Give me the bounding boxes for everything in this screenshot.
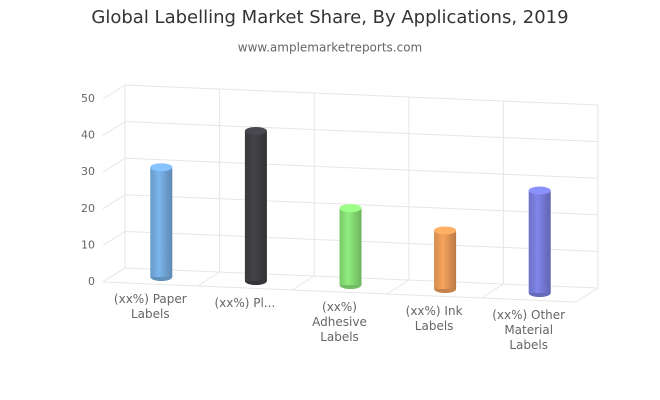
x-tick-label: (xx%) Paper Labels bbox=[113, 292, 187, 321]
chart-subtitle: www.amplemarketreports.com bbox=[238, 41, 422, 55]
grid-line bbox=[124, 157, 599, 179]
chart-title: Global Labelling Market Share, By Applic… bbox=[91, 7, 568, 28]
x-tick-label: (xx%) Pl... bbox=[214, 296, 276, 310]
grid-line bbox=[124, 121, 599, 143]
bar bbox=[339, 204, 362, 289]
y-tick-label: 0 bbox=[88, 275, 95, 288]
grid-line bbox=[124, 194, 599, 216]
bar bbox=[528, 186, 551, 297]
y-tick-label: 10 bbox=[81, 238, 95, 251]
x-tick-label: (xx%) Ink Labels bbox=[405, 304, 463, 333]
bar bbox=[434, 226, 457, 293]
y-tick-label: 30 bbox=[81, 165, 95, 178]
x-tick-label: (xx%) Other Material Labels bbox=[492, 308, 566, 352]
y-tick-label: 40 bbox=[81, 129, 95, 142]
y-tick-label: 20 bbox=[81, 202, 95, 215]
grid-line bbox=[124, 84, 599, 106]
x-tick-label: (xx%) Adhesive Labels bbox=[312, 300, 367, 344]
side-grid-line bbox=[102, 157, 126, 173]
side-grid-line bbox=[102, 84, 126, 100]
y-tick-label: 50 bbox=[81, 92, 95, 105]
bar bbox=[150, 163, 173, 281]
bar bbox=[244, 126, 267, 285]
side-grid-line bbox=[102, 194, 126, 210]
side-grid-line bbox=[102, 121, 126, 137]
side-grid-line bbox=[102, 230, 126, 246]
